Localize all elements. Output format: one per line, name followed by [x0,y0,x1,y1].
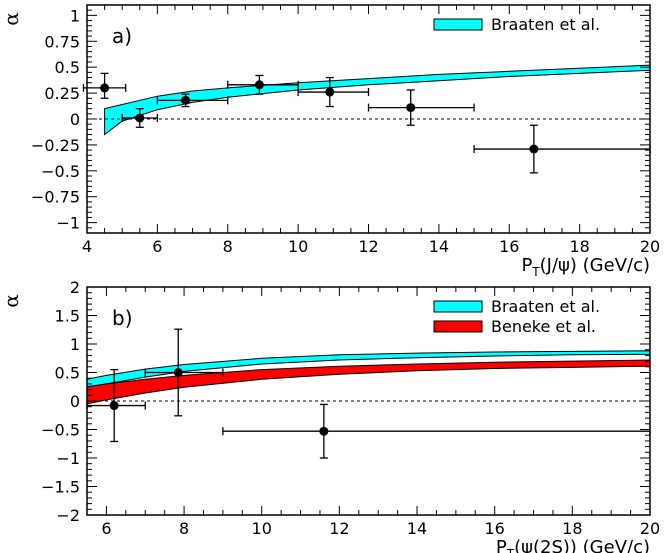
panel-a: 4 6 8 10 12 14 16 18 20 −1 −0.75 −0.5 −0.25 0 0.25 0.5 0… [0,4,660,279]
legend-label: Braaten et al. [491,297,600,316]
y-tick-label: −2 [56,506,80,525]
x-tick-label: 16 [499,237,519,256]
x-tick-label: 6 [152,237,162,256]
x-tick-label: 6 [101,519,111,538]
x-tick-label: 12 [358,237,378,256]
y-axis-label: α [0,12,23,26]
data-marker [254,80,264,90]
data-marker [135,113,145,123]
legend-label: Beneke et al. [491,317,596,336]
y-tick-label: 0.25 [44,84,80,103]
data-marker [100,83,110,93]
y-tick-label: 1 [70,6,80,25]
data-marker [181,95,191,105]
x-tick-label: 8 [179,519,189,538]
y-tick-label: 0.5 [55,364,80,383]
y-tick-label: −1 [56,214,80,233]
x-tick-label: 10 [288,237,308,256]
data-marker [406,103,416,113]
band-braaten [87,350,650,389]
y-tick-label: −1 [56,449,80,468]
data-point [156,93,229,108]
x-tick-label: 14 [429,237,449,256]
x-tick-label: 20 [640,237,660,256]
legend-label: Braaten et al. [491,15,600,34]
data-point [367,89,475,126]
legend-swatch [433,18,483,31]
y-tick-label: −0.5 [41,162,80,181]
x-tick-label: 8 [223,237,233,256]
y-tick-label: 1 [70,335,80,354]
band-braaten [104,64,650,136]
legend-swatch [433,300,483,313]
x-axis-label: PT(ψ(2S)) (GeV/c) [496,537,650,553]
x-tick-label: 20 [640,519,660,538]
panel-label: a) [112,24,132,48]
y-tick-label: 0 [70,392,80,411]
data-marker [173,368,183,377]
data-marker [319,426,329,436]
data-point [82,72,127,99]
data-point [222,403,651,459]
y-tick-label: −0.75 [31,188,80,207]
data-marker [109,401,119,411]
y-tick-label: 1.5 [55,307,80,326]
data-point [473,124,651,174]
x-tick-label: 18 [569,237,589,256]
data-point [227,74,299,95]
panel-label: b) [112,306,133,330]
legend-swatch [433,320,483,333]
x-axis-label: PT(J/ψ) (GeV/c) [521,255,650,279]
y-tick-label: 0.75 [44,32,80,51]
x-tick-label: 12 [329,519,349,538]
band-beneke [87,359,650,405]
y-tick-label: −0.5 [41,421,80,440]
panel-b: 6 8 10 12 14 16 18 20 −2 −1.5 −1 −0.5 0 0.5 1 1.5 2 α PT(ψ… [0,278,660,553]
data-point [86,368,146,443]
x-tick-label: 18 [562,519,582,538]
data-marker [325,87,335,97]
y-tick-label: 2 [70,278,80,297]
data-marker [529,144,539,154]
x-tick-label: 10 [252,519,272,538]
data-point [297,76,370,108]
y-tick-label: 0.5 [55,58,80,77]
y-axis-label: α [0,294,23,308]
data-point [144,328,224,417]
x-tick-label: 16 [485,519,505,538]
y-tick-label: −0.25 [31,136,80,155]
data-point [121,107,159,128]
y-tick-label: 0 [70,110,80,129]
y-tick-label: −1.5 [41,478,80,497]
x-tick-label: 14 [407,519,427,538]
x-tick-label: 4 [82,237,92,256]
